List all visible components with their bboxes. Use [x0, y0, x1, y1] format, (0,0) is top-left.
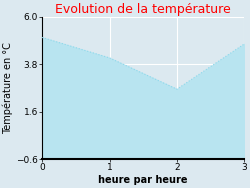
- Title: Evolution de la température: Evolution de la température: [55, 3, 231, 16]
- Y-axis label: Température en °C: Température en °C: [3, 42, 13, 134]
- X-axis label: heure par heure: heure par heure: [98, 175, 188, 185]
